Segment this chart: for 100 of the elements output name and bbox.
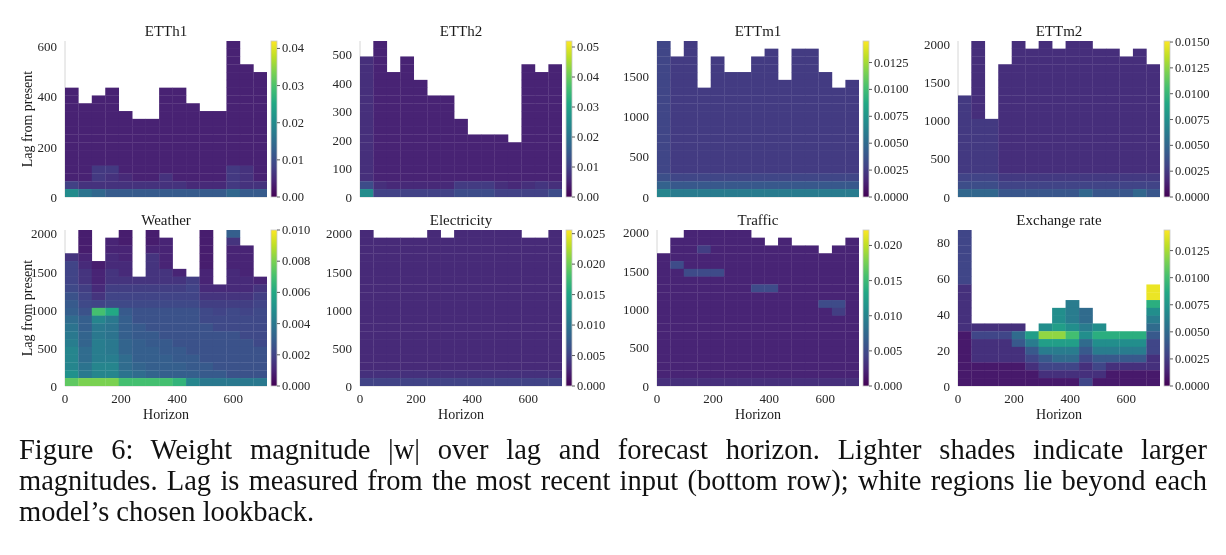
color-bar-label: 0.0075: [1175, 112, 1210, 127]
y-tick-label: 2000: [31, 226, 57, 242]
y-tick-label: 200: [332, 132, 352, 148]
color-bar-label: 0.020: [874, 238, 903, 253]
y-tick-label: 0: [642, 189, 649, 205]
y-axis-title: Lag from present: [19, 70, 35, 168]
x-tick-label: 0: [954, 391, 962, 407]
x-tick-label: 0: [356, 391, 364, 407]
color-bar-label: 0.04: [577, 70, 600, 84]
color-bar-label: 0.002: [282, 347, 311, 362]
color-bar-label: 0.020: [577, 257, 606, 272]
color-bar-label: 0.03: [282, 78, 304, 93]
y-tick-label: 500: [930, 151, 950, 167]
color-bar-label: 0.00: [282, 190, 304, 204]
x-tick-label: 400: [462, 391, 482, 407]
x-tick-label: 200: [703, 391, 723, 407]
color-bar-label: 0.0050: [1175, 138, 1210, 153]
color-bar-label: 0.025: [577, 226, 606, 241]
color-bar-label: 0.0050: [874, 136, 909, 151]
y-tick-label: 0: [345, 189, 352, 205]
x-tick-label: 600: [1116, 391, 1137, 407]
y-tick-label: 0: [50, 189, 57, 205]
y-tick-label: 0: [50, 378, 57, 394]
color-bar-label: 0.005: [577, 348, 606, 363]
y-tick-label: 1500: [326, 264, 352, 280]
color-bar-label: 0.0025: [1175, 351, 1210, 366]
y-tick-label: 0: [943, 378, 950, 394]
color-bar-label: 0.03: [577, 100, 599, 114]
y-tick-label: 500: [629, 149, 649, 165]
y-tick-label: 500: [332, 47, 352, 63]
color-bar-label: 0.01: [577, 160, 599, 174]
y-tick-label: 80: [937, 235, 950, 251]
x-tick-label: 200: [406, 391, 426, 407]
color-bar-label: 0.0100: [874, 82, 909, 97]
y-tick-label: 1500: [623, 69, 649, 84]
color-bar-label: 0.015: [874, 273, 903, 288]
color-bar-label: 0.008: [282, 254, 311, 269]
color-bar-label: 0.0000: [1175, 190, 1210, 204]
color-bar-label: 0.0000: [874, 190, 909, 204]
y-tick-label: 1000: [326, 302, 352, 318]
x-tick-label: 200: [111, 391, 131, 407]
chart-title: Exchange rate: [1016, 212, 1103, 228]
color-bar-label: 0.010: [282, 223, 311, 237]
caption: Figure 6: Weight magnitude |w| over lag and forecast horizon. Lighter shades indicate larger magnitudes. Lag is measured from the most recent input (bottom row); white regions lie beyond each model’s chosen lookback.: [19, 434, 1207, 527]
y-tick-label: 2000: [924, 36, 950, 52]
x-tick-label: 200: [1004, 391, 1024, 407]
color-bar-label: 0.006: [282, 285, 311, 300]
color-bar-label: 0.010: [577, 318, 606, 333]
y-tick-label: 2000: [326, 226, 352, 242]
color-bar-label: 0.02: [577, 130, 599, 144]
color-bar-label: 0.0075: [1175, 297, 1210, 312]
x-axis-title: Horizon: [438, 407, 484, 422]
color-bar-label: 0.01: [282, 152, 304, 167]
color-bar-label: 0.02: [282, 115, 304, 130]
x-axis-title: Horizon: [1036, 407, 1082, 422]
chart-title: Electricity: [429, 212, 493, 228]
y-tick-label: 60: [937, 271, 950, 287]
y-tick-label: 2000: [623, 225, 649, 241]
y-tick-label: 1000: [623, 109, 649, 125]
color-bar-label: 0.004: [282, 316, 311, 331]
y-tick-label: 20: [937, 342, 950, 358]
chart-title: ETTh2: [439, 23, 483, 39]
y-tick-label: 500: [332, 340, 352, 356]
color-bar-label: 0.0125: [874, 55, 909, 70]
chart-title: ETTm2: [1035, 23, 1083, 39]
chart-title: ETTm1: [734, 23, 782, 39]
x-tick-label: 0: [61, 391, 69, 407]
x-axis-title: Horizon: [735, 407, 781, 422]
y-tick-label: 1000: [924, 113, 950, 129]
y-tick-label: 0: [943, 189, 950, 205]
y-tick-label: 400: [332, 75, 352, 91]
y-tick-label: 0: [642, 378, 649, 394]
x-tick-label: 600: [815, 391, 836, 407]
y-tick-label: 1500: [924, 74, 950, 90]
x-axis-title: Horizon: [143, 407, 189, 422]
color-bar-label: 0.005: [874, 343, 903, 358]
x-tick-label: 400: [759, 391, 779, 407]
color-bar-label: 0.0025: [874, 163, 909, 178]
y-tick-label: 40: [937, 306, 950, 322]
x-tick-label: 0: [653, 391, 661, 407]
y-tick-label: 400: [37, 89, 57, 105]
color-bar-label: 0.0150: [1175, 35, 1210, 50]
color-bar-label: 0.000: [874, 379, 903, 393]
color-bar-label: 0.010: [874, 308, 903, 323]
y-tick-label: 100: [332, 161, 352, 177]
y-tick-label: 200: [37, 139, 57, 155]
color-bar-label: 0.0125: [1175, 60, 1210, 75]
chart-title: ETTh1: [144, 23, 188, 39]
color-bar-label: 0.00: [577, 190, 599, 204]
y-tick-label: 1500: [623, 263, 649, 279]
color-bar-label: 0.0000: [1175, 379, 1210, 393]
color-bar-label: 0.0100: [1175, 86, 1210, 101]
y-tick-label: 0: [345, 378, 352, 394]
y-tick-label: 1000: [623, 301, 649, 317]
chart-title: Traffic: [737, 212, 779, 228]
color-bar-label: 0.05: [577, 40, 599, 54]
color-bar-label: 0.0025: [1175, 164, 1210, 179]
x-tick-label: 600: [223, 391, 244, 407]
y-tick-label: 500: [37, 340, 57, 356]
color-bar-label: 0.015: [577, 287, 606, 302]
